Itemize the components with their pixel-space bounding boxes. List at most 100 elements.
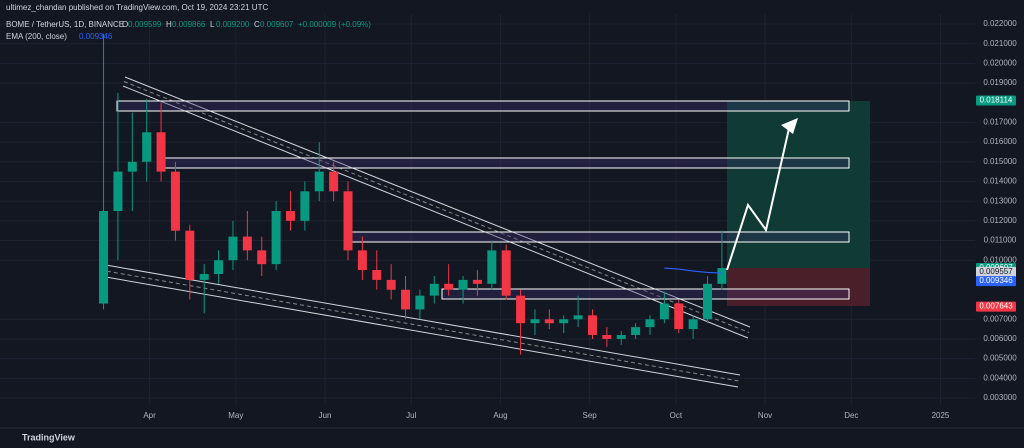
stop-zone bbox=[727, 268, 870, 306]
candle-body bbox=[616, 335, 626, 339]
y-tick-label: 0.007000 bbox=[983, 314, 1017, 323]
x-tick-label: Aug bbox=[493, 411, 507, 420]
target-zone bbox=[727, 101, 870, 268]
candle-body bbox=[645, 319, 655, 328]
symbol: BOME / TetherUS, 1D, BINANCE bbox=[6, 20, 124, 29]
price-tag bbox=[976, 266, 1016, 277]
y-tick-label: 0.022000 bbox=[983, 19, 1017, 28]
candle-body bbox=[156, 132, 166, 172]
candle-body bbox=[631, 327, 641, 336]
price-tag-label: 0.007643 bbox=[979, 302, 1013, 311]
y-tick-label: 0.004000 bbox=[983, 373, 1017, 382]
candle-body bbox=[257, 250, 267, 265]
candle-body bbox=[444, 283, 454, 290]
projection-arrow bbox=[726, 123, 791, 271]
candle-body bbox=[343, 191, 353, 251]
zones bbox=[116, 100, 850, 300]
candle-body bbox=[429, 283, 439, 296]
y-tick-label: 0.016000 bbox=[983, 137, 1017, 146]
ohlc-key: H bbox=[166, 20, 172, 29]
candle-body bbox=[214, 260, 224, 274]
candle-body bbox=[501, 250, 511, 296]
price-tag-label: 0.009557 bbox=[979, 267, 1013, 276]
candle-body bbox=[401, 289, 411, 310]
candle-body bbox=[372, 270, 382, 280]
candle-body bbox=[228, 236, 238, 261]
candle-body bbox=[717, 268, 727, 284]
y-tick-label: 0.006000 bbox=[983, 334, 1017, 343]
candle-body bbox=[573, 315, 583, 320]
publisher: ultimez_chandan published on TradingView… bbox=[6, 3, 268, 12]
candle-body bbox=[127, 161, 137, 172]
candle-body bbox=[587, 315, 597, 336]
candle-body bbox=[285, 211, 295, 221]
x-tick-label: Dec bbox=[844, 411, 858, 420]
candle-body bbox=[703, 283, 713, 320]
candle-body bbox=[142, 132, 152, 162]
candle-body bbox=[544, 319, 554, 324]
ohlc-key: L bbox=[210, 20, 215, 29]
y-tick-label: 0.017000 bbox=[983, 118, 1017, 127]
candle-body bbox=[314, 171, 324, 192]
y-tick-label: 0.012000 bbox=[983, 216, 1017, 225]
x-tick-label: May bbox=[228, 411, 243, 420]
candle-body bbox=[113, 171, 123, 211]
y-tick-label: 0.011000 bbox=[984, 236, 1017, 245]
candle-body bbox=[472, 279, 482, 284]
y-tick-label: 0.005000 bbox=[983, 354, 1017, 363]
x-tick-label: Sep bbox=[582, 411, 597, 420]
ohlc-value: 0.009607 bbox=[260, 20, 294, 29]
ohlc-value: 0.009200 bbox=[216, 20, 250, 29]
candle-body bbox=[674, 303, 684, 330]
y-tick-label: 0.021000 bbox=[983, 39, 1017, 48]
price-tag-label: 0.009346 bbox=[979, 276, 1013, 285]
candle-body bbox=[602, 335, 612, 339]
y-tick-label: 0.010000 bbox=[983, 255, 1017, 264]
price-tag bbox=[976, 301, 1016, 312]
channel bbox=[99, 76, 751, 388]
y-tick-label: 0.013000 bbox=[983, 196, 1017, 205]
arrow-head bbox=[781, 118, 798, 134]
x-tick-label: Oct bbox=[670, 411, 683, 420]
candle-body bbox=[300, 191, 310, 221]
y-tick-label: 0.020000 bbox=[983, 58, 1017, 67]
candle-body bbox=[659, 303, 669, 320]
candle-body bbox=[329, 171, 339, 192]
candle-body bbox=[516, 295, 526, 324]
candle-body bbox=[386, 279, 396, 290]
ema-label: EMA (200, close) bbox=[6, 32, 67, 41]
ohlc-key: C bbox=[254, 20, 260, 29]
candle-body bbox=[199, 273, 209, 280]
ohlc-value: 0.009599 bbox=[128, 20, 162, 29]
plot bbox=[99, 33, 727, 355]
x-tick-label: Jul bbox=[406, 411, 416, 420]
candle-body bbox=[458, 279, 468, 290]
ohlc-key: O bbox=[122, 20, 128, 29]
x-tick-label: Jun bbox=[319, 411, 332, 420]
candle-body bbox=[99, 211, 109, 304]
candle-body bbox=[185, 230, 195, 280]
change: +0.000009 (+0.09%) bbox=[298, 20, 371, 29]
price-tag-label: 0.018114 bbox=[980, 96, 1013, 105]
ema-line bbox=[664, 267, 722, 274]
candle-body bbox=[487, 250, 497, 284]
candle-body bbox=[530, 319, 540, 324]
candle-body bbox=[242, 236, 252, 251]
ema-value: 0.009346 bbox=[79, 32, 113, 41]
candle-body bbox=[170, 171, 180, 231]
candle-body bbox=[271, 211, 281, 265]
ohlc-value: 0.009866 bbox=[172, 20, 206, 29]
price-tag bbox=[976, 95, 1016, 106]
y-tick-label: 0.015000 bbox=[983, 157, 1017, 166]
brand: TradingView bbox=[22, 432, 76, 442]
candle-body bbox=[688, 319, 698, 330]
candle-body bbox=[415, 295, 425, 310]
y-tick-label: 0.014000 bbox=[983, 177, 1017, 186]
candle-body bbox=[357, 250, 367, 271]
x-tick-label: Nov bbox=[758, 411, 772, 420]
price-tag bbox=[976, 276, 1016, 287]
ohlc: O 0.009599 H 0.009866 L 0.009200 C 0.009607 +0.0… bbox=[122, 20, 371, 29]
